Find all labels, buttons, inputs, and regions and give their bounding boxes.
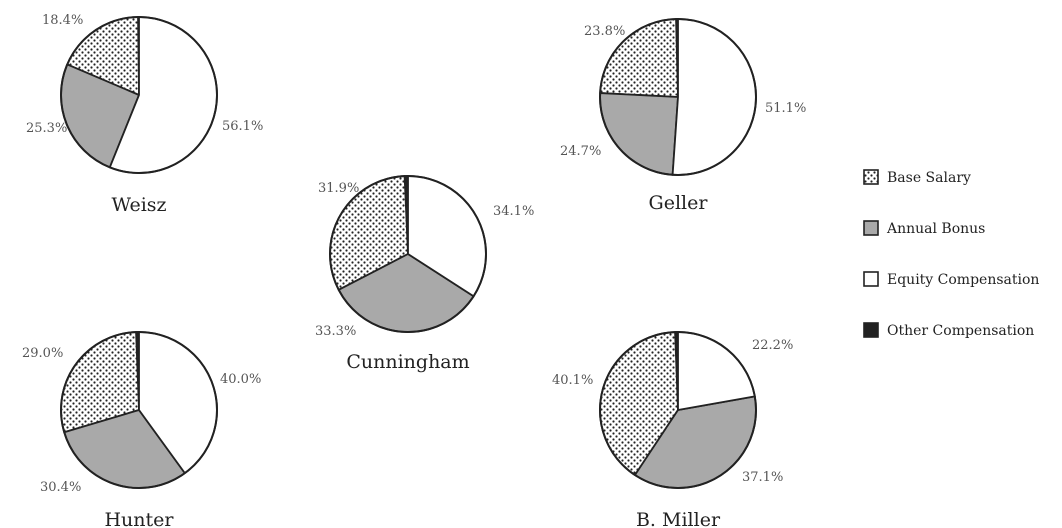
- pct-label-equity-compensation: 34.1%: [493, 204, 534, 219]
- pct-label-base-salary: 18.4%: [42, 13, 83, 28]
- legend-item-annual-bonus: Annual Bonus: [863, 220, 985, 237]
- pie-outline: [329, 175, 487, 333]
- legend-item-other-compensation: Other Compensation: [863, 322, 1034, 339]
- pie-outline: [599, 18, 757, 176]
- legend-swatch: [863, 322, 879, 338]
- pie-cunningham: 31.9% 33.3% 34.1% Cunningham: [315, 175, 534, 373]
- legend-swatch: [863, 271, 879, 287]
- pie-hunter: 29.0% 30.4% 40.0% Hunter: [22, 331, 261, 528]
- legend: Base Salary Annual Bonus Equity Compensati…: [863, 169, 1039, 339]
- slice-equity-compensation: [677, 331, 756, 411]
- pie-name-label: B. Miller: [636, 509, 721, 528]
- legend-item-equity-compensation: Equity Compensation: [863, 271, 1039, 288]
- pie-weisz: 18.4% 25.3% 56.1% Weisz: [26, 13, 263, 216]
- pct-label-base-salary: 29.0%: [22, 346, 63, 361]
- legend-swatch: [863, 169, 879, 185]
- legend-label: Annual Bonus: [886, 221, 985, 237]
- pct-label-equity-compensation: 56.1%: [222, 119, 263, 134]
- legend-label: Equity Compensation: [887, 272, 1039, 288]
- pct-label-annual-bonus: 25.3%: [26, 121, 67, 136]
- pie-name-label: Geller: [649, 192, 709, 214]
- pct-label-equity-compensation: 22.2%: [752, 338, 793, 353]
- pct-label-base-salary: 40.1%: [552, 373, 593, 388]
- pie-name-label: Weisz: [111, 194, 166, 216]
- pie-outline: [60, 16, 218, 174]
- pct-label-annual-bonus: 33.3%: [315, 324, 356, 339]
- pie-geller: 23.8% 24.7% 51.1% Geller: [560, 18, 806, 214]
- legend-label: Base Salary: [887, 170, 971, 186]
- pct-label-base-salary: 31.9%: [318, 181, 359, 196]
- pie-name-label: Hunter: [104, 509, 174, 528]
- pie-name-label: Cunningham: [346, 351, 469, 373]
- pct-label-base-salary: 23.8%: [584, 24, 625, 39]
- legend-swatch: [863, 220, 879, 236]
- slice-annual-bonus: [599, 92, 679, 176]
- pie-b-miller: 40.1% 37.1% 22.2% B. Miller: [552, 331, 793, 528]
- legend-item-base-salary: Base Salary: [863, 169, 971, 186]
- pct-label-annual-bonus: 30.4%: [40, 480, 81, 495]
- pie-outline: [599, 331, 757, 489]
- pct-label-annual-bonus: 37.1%: [742, 470, 783, 485]
- pct-label-annual-bonus: 24.7%: [560, 144, 601, 159]
- pct-label-equity-compensation: 51.1%: [765, 101, 806, 116]
- slice-equity-compensation: [671, 18, 757, 176]
- legend-label: Other Compensation: [887, 323, 1034, 339]
- pct-label-equity-compensation: 40.0%: [220, 372, 261, 387]
- pie-outline: [60, 331, 218, 489]
